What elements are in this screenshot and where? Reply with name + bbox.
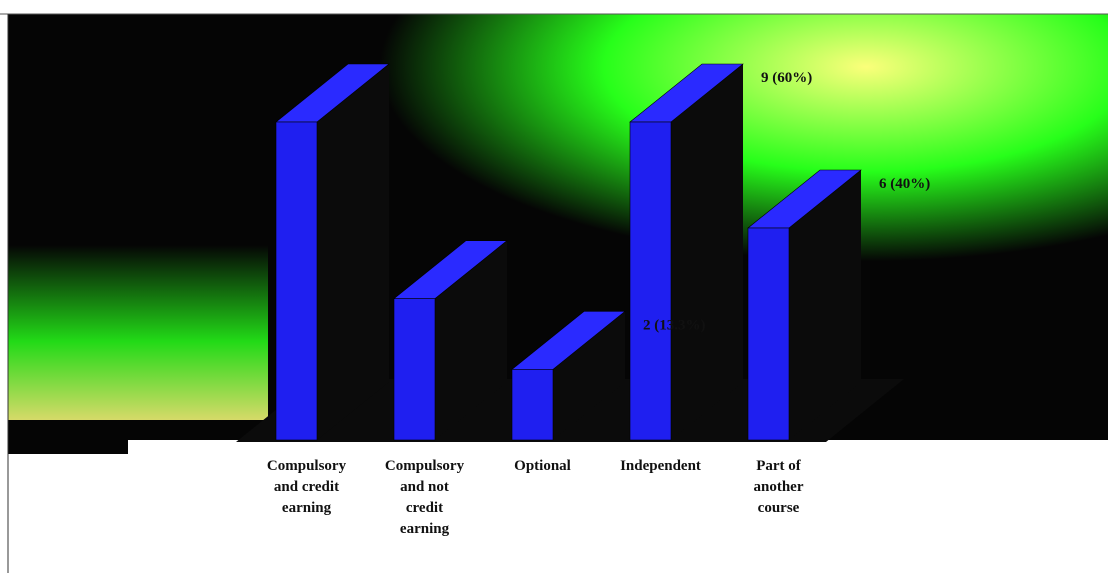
bar-side-face (435, 240, 507, 440)
labels-layer: Compulsory and credit earning Compulsory and… (267, 70, 930, 537)
bar-side-face (789, 170, 861, 440)
category-label-line: earning (282, 500, 332, 516)
bar-2 (393, 240, 508, 441)
bars-layer (275, 63, 862, 441)
category-label-line: and credit (274, 479, 339, 495)
category-label-5: Part of another course (754, 458, 804, 516)
bar-front-face (275, 121, 318, 441)
category-label-3: Optional (514, 458, 571, 474)
data-label-5: 6 (40%) (879, 176, 930, 192)
data-label-4: 9 (60%) (761, 70, 812, 86)
category-label-line: and not (400, 479, 449, 495)
category-label-line: earning (400, 521, 450, 537)
category-label-line: another (754, 479, 804, 495)
category-label-line: Compulsory (385, 458, 465, 474)
bar-3 (511, 311, 626, 441)
bar-front-face (511, 369, 554, 441)
category-label-1: Compulsory and credit earning (267, 458, 347, 516)
bar-front-face (393, 298, 436, 441)
bar-4 (629, 63, 744, 441)
bar-1 (275, 63, 390, 441)
category-label-4: Independent (620, 458, 701, 474)
bar-side-face (553, 311, 625, 440)
bar-5 (747, 169, 862, 441)
category-label-line: Compulsory (267, 458, 347, 474)
category-label-line: Independent (620, 458, 701, 474)
bar-side-face (671, 64, 743, 440)
category-label-line: Optional (514, 458, 571, 474)
chart-background-lower-left (8, 245, 268, 420)
category-label-line: Part of (756, 458, 802, 474)
bar-front-face (747, 227, 790, 441)
category-label-line: course (758, 500, 800, 516)
category-label-line: credit (406, 500, 443, 516)
data-label-3: 2 (13.3%) (643, 317, 706, 333)
category-label-2: Compulsory and not credit earning (385, 458, 465, 537)
chart-label-area (128, 440, 1108, 573)
bar-front-face (629, 121, 672, 441)
bar-side-face (317, 64, 389, 440)
